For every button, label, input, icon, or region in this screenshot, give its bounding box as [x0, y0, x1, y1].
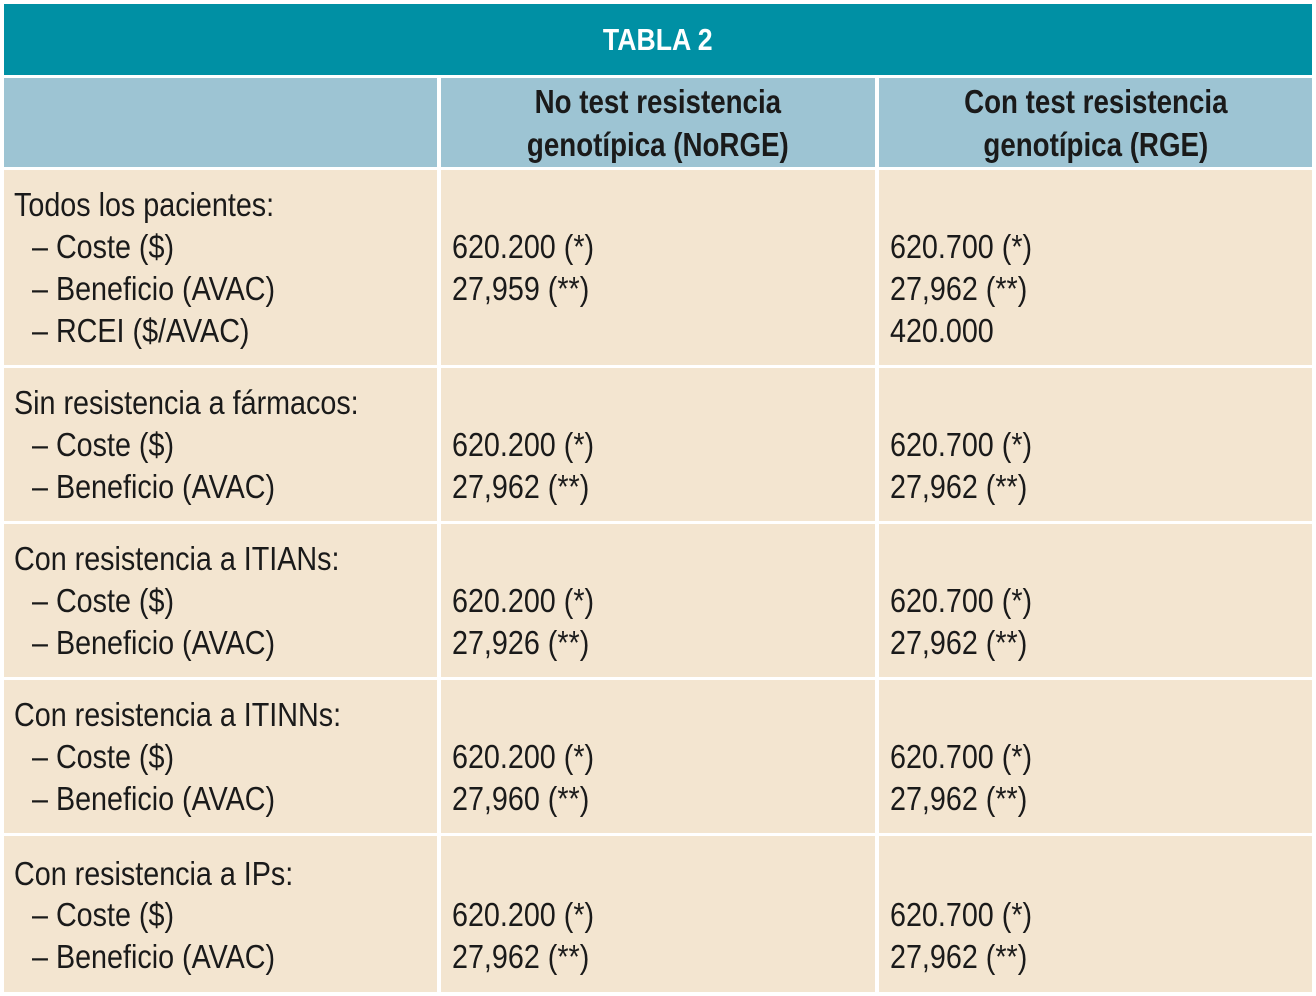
group-label: Con resistencia a ITINNs: [14, 696, 342, 733]
group-cell-sin-resistencia: Sin resistencia a fármacos: – Coste ($) … [4, 368, 437, 521]
metric-label: – Coste ($) [32, 426, 175, 463]
table-title-bar: TABLA 2 [4, 4, 1312, 75]
rge-cell-ips: 620.700 (*) 27,962 (**) [879, 836, 1312, 992]
metric-label: – Coste ($) [32, 738, 175, 775]
header-norge-line2: genotípica (NoRGE) [527, 125, 789, 163]
rge-value: 620.700 (*) [890, 426, 1033, 463]
rge-value: 27,962 (**) [890, 468, 1028, 505]
rge-value: 27,962 (**) [890, 270, 1028, 307]
rge-value: 620.700 (*) [890, 896, 1033, 933]
header-label-norge: No test resistencia genotípica (NoRGE) [527, 80, 789, 166]
metric-label: – Coste ($) [32, 228, 175, 265]
group-cell-itinns: Con resistencia a ITINNs: – Coste ($) – … [4, 680, 437, 833]
group-cell-todos: Todos los pacientes: – Coste ($) – Benef… [4, 170, 437, 365]
norge-value: 27,960 (**) [452, 780, 590, 817]
metric-label: – Coste ($) [32, 896, 175, 933]
metric-label: – Beneficio (AVAC) [32, 270, 276, 307]
norge-value: 620.200 (*) [452, 426, 595, 463]
rge-value: 620.700 (*) [890, 228, 1033, 265]
header-rge-line1: Con test resistencia [963, 82, 1228, 120]
data-table: TABLA 2 No test resistencia genotípica (… [4, 4, 1312, 992]
metric-label: – Beneficio (AVAC) [32, 938, 276, 975]
norge-value: 620.200 (*) [452, 896, 595, 933]
metric-label: – Beneficio (AVAC) [32, 780, 276, 817]
group-cell-itians: Con resistencia a ITIANs: – Coste ($) – … [4, 524, 437, 677]
rge-value: 27,962 (**) [890, 938, 1028, 975]
norge-cell-todos: 620.200 (*) 27,959 (**) [441, 170, 875, 365]
header-norge-line1: No test resistencia [534, 82, 782, 120]
rge-value: 420.000 [890, 312, 994, 349]
rge-value: 27,962 (**) [890, 780, 1028, 817]
group-label: Con resistencia a ITIANs: [14, 540, 340, 577]
norge-value: 620.200 (*) [452, 582, 595, 619]
norge-value: 27,926 (**) [452, 624, 590, 661]
metric-label: – Beneficio (AVAC) [32, 624, 276, 661]
header-cell-rge: Con test resistencia genotípica (RGE) [879, 78, 1312, 167]
rge-cell-itians: 620.700 (*) 27,962 (**) [879, 524, 1312, 677]
rge-value: 620.700 (*) [890, 582, 1033, 619]
group-label: Sin resistencia a fármacos: [14, 384, 359, 421]
group-cell-ips: Con resistencia a IPs: – Coste ($) – Ben… [4, 836, 437, 992]
group-label: Todos los pacientes: [14, 186, 275, 223]
header-label-rge: Con test resistencia genotípica (RGE) [964, 80, 1227, 166]
table-title: TABLA 2 [603, 21, 713, 57]
header-rge-line2: genotípica (RGE) [983, 125, 1208, 163]
rge-cell-itinns: 620.700 (*) 27,962 (**) [879, 680, 1312, 833]
rge-cell-todos: 620.700 (*) 27,962 (**) 420.000 [879, 170, 1312, 365]
rge-value: 27,962 (**) [890, 624, 1028, 661]
norge-cell-ips: 620.200 (*) 27,962 (**) [441, 836, 875, 992]
rge-value: 620.700 (*) [890, 738, 1033, 775]
norge-cell-itians: 620.200 (*) 27,926 (**) [441, 524, 875, 677]
norge-value: 620.200 (*) [452, 738, 595, 775]
norge-value: 27,962 (**) [452, 468, 590, 505]
metric-label: – RCEI ($/AVAC) [32, 312, 250, 349]
group-label: Con resistencia a IPs: [14, 855, 294, 892]
norge-value: 27,959 (**) [452, 270, 590, 307]
metric-label: – Coste ($) [32, 582, 175, 619]
norge-value: 27,962 (**) [452, 938, 590, 975]
rge-cell-sin-resistencia: 620.700 (*) 27,962 (**) [879, 368, 1312, 521]
norge-value: 620.200 (*) [452, 228, 595, 265]
norge-cell-itinns: 620.200 (*) 27,960 (**) [441, 680, 875, 833]
metric-label: – Beneficio (AVAC) [32, 468, 276, 505]
header-cell-empty [4, 78, 437, 167]
norge-cell-sin-resistencia: 620.200 (*) 27,962 (**) [441, 368, 875, 521]
header-cell-norge: No test resistencia genotípica (NoRGE) [441, 78, 875, 167]
